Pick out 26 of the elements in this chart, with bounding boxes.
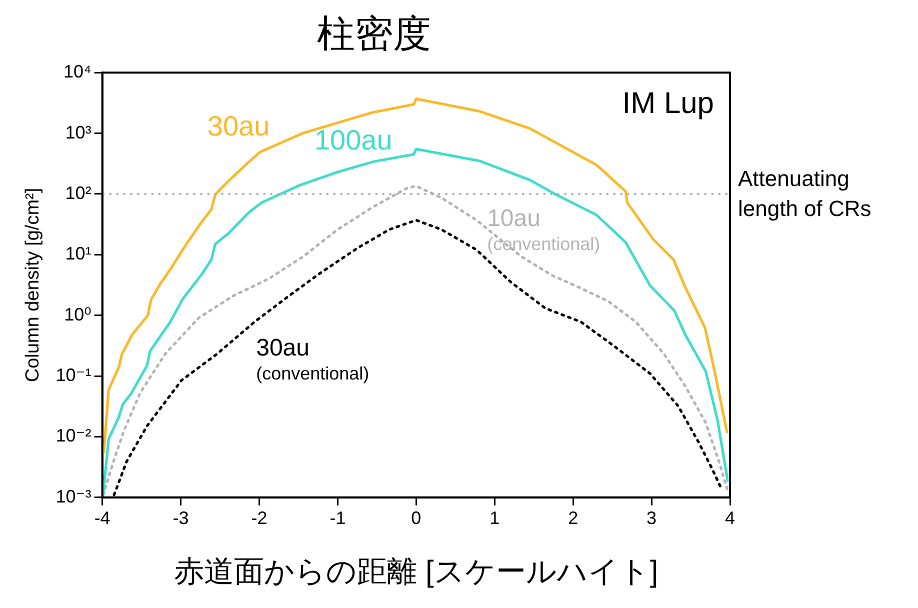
y-tick-label: 10⁻² (56, 426, 92, 446)
x-tick-label: -4 (94, 508, 110, 528)
series-label: 30au (207, 110, 270, 142)
y-axis-title: Column density [g/cm²] (22, 188, 44, 382)
y-tick-label: 10² (65, 182, 92, 203)
x-tick-label: 3 (646, 508, 657, 528)
ref-line-label: Attenuating length of CRs (738, 166, 872, 222)
chart-title: 柱密度 (317, 13, 431, 56)
x-tick-label: -3 (172, 508, 189, 528)
x-tick-label: 1 (490, 508, 500, 528)
y-tick-label: 10³ (65, 122, 92, 142)
y-tick-label: 10⁻¹ (56, 364, 92, 385)
x-tick-label: -2 (251, 508, 268, 528)
x-tick-label: 2 (568, 508, 578, 528)
y-tick-label: 10⁴ (64, 62, 92, 82)
x-axis-title: 赤道面からの距離 [スケールハイト] (174, 555, 658, 588)
x-tick-label: 4 (724, 508, 736, 528)
y-tick-label: 10¹ (65, 244, 92, 264)
x-tick-label: 0 (411, 508, 422, 528)
annotation: IM Lup (622, 86, 714, 120)
series-label: 100au (314, 124, 392, 156)
series-label: 10au (conventional) (487, 204, 600, 254)
y-tick-label: 10⁻³ (56, 486, 92, 506)
series-label: 30au (conventional) (256, 334, 370, 384)
y-tick-label: 10⁰ (64, 304, 92, 324)
x-tick-label: -1 (330, 508, 346, 528)
